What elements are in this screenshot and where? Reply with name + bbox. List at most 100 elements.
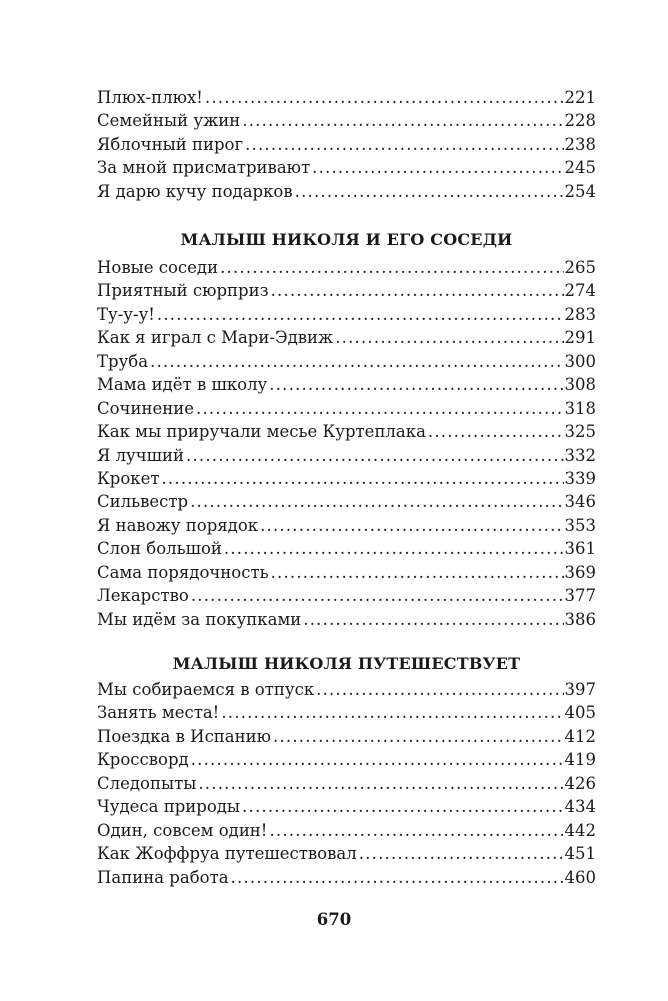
dot-leader: [335, 326, 563, 349]
toc-entry: Один, совсем один! 442: [97, 819, 596, 842]
dot-leader: [157, 303, 564, 326]
dot-leader: [269, 373, 563, 396]
toc-entry-page: 386: [564, 609, 597, 629]
toc-entry-title: Крокет: [97, 468, 160, 488]
toc-entry-page: 339: [564, 468, 597, 488]
page-number: 670: [316, 910, 352, 929]
toc-entry-page: 434: [564, 797, 597, 817]
toc-entry-title: Ту-у-у!: [97, 304, 155, 324]
toc-entry-page: 254: [564, 181, 597, 201]
toc-entry: Сильвестр 346: [97, 490, 596, 513]
toc-list-neighbors: Новые соседи 265 Приятный сюрприз274Ту-у-у…: [97, 256, 596, 631]
toc-entry: Поездка в Испанию 412: [97, 725, 596, 748]
toc-entry-title: Плюх-плюх!: [97, 88, 203, 107]
dot-leader: [221, 701, 563, 724]
toc-entry: Семейный ужин 228: [97, 109, 596, 132]
toc-entry-page: 238: [564, 134, 597, 154]
dot-leader: [269, 819, 563, 842]
toc-entry-title: Слон большой: [97, 539, 222, 559]
toc-entry-page: 265: [564, 258, 597, 277]
toc-entry: Я лучший 332: [97, 444, 596, 467]
dot-leader: [316, 678, 563, 701]
toc-entry: Я навожу порядок 353: [97, 514, 596, 537]
toc-entry-page: 442: [564, 820, 597, 840]
toc-entry: Сама порядочность 369: [97, 561, 596, 584]
dot-leader: [205, 86, 564, 109]
toc-entry-page: 221: [564, 88, 597, 107]
toc-entry: Приятный сюрприз 274: [97, 279, 596, 302]
toc-entry-title: Сочинение: [97, 398, 194, 418]
toc-entry-page: 245: [564, 158, 597, 178]
dot-leader: [273, 725, 564, 748]
toc-entry-title: Новые соседи: [97, 258, 219, 277]
toc-entry-title: Мы собираемся в отпуск: [97, 680, 315, 699]
toc-list-continued: Плюх-плюх! 221 Семейный ужин228Яблочный пи…: [97, 86, 596, 203]
toc-entry-title: Папина работа: [97, 867, 229, 887]
toc-entry-title: Я навожу порядок: [97, 515, 259, 535]
toc-entry-title: Яблочный пирог: [97, 134, 244, 154]
toc-entry-title: Лекарство: [97, 586, 189, 606]
dot-leader: [191, 748, 564, 771]
dot-leader: [231, 866, 564, 889]
toc-entry-page: 318: [564, 398, 597, 418]
dot-leader: [191, 584, 564, 607]
toc-entry-page: 353: [564, 515, 597, 535]
toc-entry-title: Труба: [97, 351, 149, 371]
dot-leader: [271, 279, 564, 302]
toc-entry-page: 419: [564, 750, 597, 770]
dot-leader: [428, 420, 564, 443]
toc-entry-page: 325: [564, 422, 597, 442]
toc-entry: Следопыты 426: [97, 772, 596, 795]
toc-entry: Крокет 339: [97, 467, 596, 490]
toc-entry: Как мы приручали месье Куртеплака 325: [97, 420, 596, 443]
dot-leader: [186, 444, 563, 467]
dot-leader: [245, 133, 563, 156]
toc-entry-page: 369: [564, 562, 597, 582]
toc-entry: Ту-у-у! 283: [97, 303, 596, 326]
dot-leader: [295, 180, 564, 203]
toc-entry: Как Жоффруа путешествовал 451: [97, 842, 596, 865]
dot-leader: [271, 561, 564, 584]
toc-entry-title: Мама идёт в школу: [97, 375, 268, 395]
dot-leader: [190, 490, 563, 513]
toc-entry-title: Сильвестр: [97, 492, 189, 512]
toc-entry-title: Как Жоффруа путешествовал: [97, 844, 357, 864]
toc-entry-title: Я дарю кучу подарков: [97, 181, 293, 201]
toc-entry-page: 346: [564, 492, 597, 512]
dot-leader: [161, 467, 563, 490]
toc-entry: Мы идём за покупками 386: [97, 608, 596, 631]
toc-entry-title: Как я играл с Мари-Эдвиж: [97, 328, 334, 348]
toc-entry-title: Мы идём за покупками: [97, 609, 302, 629]
toc-entry-page: 377: [564, 586, 597, 606]
dot-leader: [220, 256, 563, 279]
toc-entry-page: 361: [564, 539, 597, 559]
toc-entry: Я дарю кучу подарков 254: [97, 180, 596, 203]
toc-entry-page: 426: [564, 773, 597, 793]
dot-leader: [198, 772, 563, 795]
toc-entry-page: 451: [564, 844, 597, 864]
toc-entry: Лекарство 377: [97, 584, 596, 607]
toc-entry: Папина работа 460: [97, 866, 596, 889]
toc-entry-page: 308: [564, 375, 597, 395]
toc-entry: Сочинение 318: [97, 397, 596, 420]
toc-entry: Кроссворд 419: [97, 748, 596, 771]
toc-entry: Чудеса природы 434: [97, 795, 596, 818]
dot-leader: [359, 842, 564, 865]
toc-entry-page: 228: [564, 111, 597, 131]
toc-entry-page: 397: [564, 680, 597, 699]
dot-leader: [242, 795, 563, 818]
toc-entry-title: Поездка в Испанию: [97, 726, 271, 746]
toc-entry-page: 291: [564, 328, 597, 348]
toc-entry-title: Следопыты: [97, 773, 197, 793]
toc-entry-page: 412: [564, 726, 597, 746]
toc-entry-title: Занять места!: [97, 703, 220, 723]
toc-entry-page: 405: [564, 703, 597, 723]
toc-entry-title: Один, совсем один!: [97, 820, 268, 840]
dot-leader: [242, 109, 563, 132]
section-heading-travels: МАЛЫШ НИКОЛЯ ПУТЕШЕСТВУЕТ: [172, 654, 521, 673]
dot-leader: [224, 537, 564, 560]
toc-entry-page: 332: [564, 445, 597, 465]
dot-leader: [312, 156, 563, 179]
toc-entry: Мама идёт в школу 308: [97, 373, 596, 396]
toc-entry-page: 300: [564, 351, 597, 371]
